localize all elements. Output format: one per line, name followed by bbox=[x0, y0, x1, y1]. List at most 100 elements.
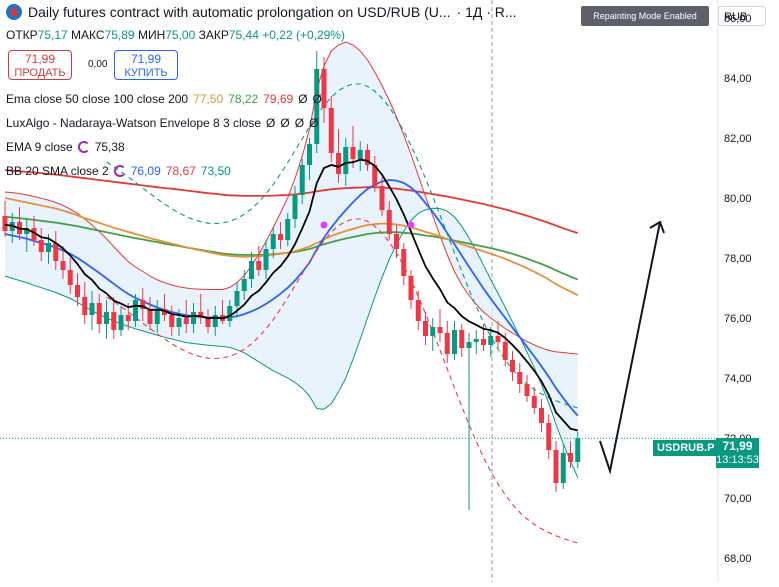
candle-body bbox=[299, 165, 305, 195]
candle-body bbox=[546, 423, 552, 450]
candle-body bbox=[75, 285, 80, 297]
candle-body bbox=[307, 144, 312, 165]
candle-body bbox=[249, 261, 254, 279]
candle-body bbox=[415, 300, 421, 321]
candle-body bbox=[176, 318, 182, 327]
candle-body bbox=[350, 147, 356, 159]
interval-label[interactable]: · 1Д · R... bbox=[456, 4, 517, 20]
candle-body bbox=[386, 210, 392, 234]
candle-body bbox=[133, 300, 138, 321]
candle-body bbox=[459, 330, 465, 348]
price-tick-label: 80,00 bbox=[724, 193, 752, 205]
candle-body bbox=[169, 315, 175, 327]
indicator-nadaraya-watson[interactable]: LuxAlgo - Nadaraya-Watson Envelope 8 3 c… bbox=[6, 116, 319, 130]
candle-body bbox=[502, 342, 508, 360]
candle-body bbox=[488, 336, 494, 345]
symbol-price-label: USDRUB.P bbox=[653, 440, 719, 456]
nw-lower-line bbox=[106, 218, 578, 544]
indicator-ema9[interactable]: EMA 9 close 75,38 bbox=[6, 140, 125, 154]
cross-marker bbox=[320, 221, 328, 229]
repaint-badge: Repainting Mode Enabled bbox=[581, 6, 709, 26]
candle-body bbox=[191, 312, 196, 324]
price-tick-label: 68,00 bbox=[724, 553, 752, 565]
candle-body bbox=[379, 186, 385, 210]
candle-body bbox=[553, 450, 559, 483]
bb-basis-line bbox=[4, 179, 579, 417]
price-tick-label: 70,00 bbox=[724, 493, 752, 505]
price-tick-label: 84,00 bbox=[724, 73, 752, 85]
indicator-ema-multi[interactable]: Ema close 50 close 100 close 200 77,50 7… bbox=[6, 92, 322, 106]
loading-icon bbox=[113, 165, 126, 177]
loading-icon bbox=[77, 141, 90, 153]
candle-body bbox=[408, 276, 414, 300]
candle-body bbox=[154, 309, 160, 324]
candle-body bbox=[234, 291, 240, 306]
symbol-title[interactable]: Daily futures contract with automatic pr… bbox=[28, 4, 451, 20]
candle-body bbox=[336, 153, 341, 174]
candle-body bbox=[560, 453, 566, 483]
candle-body bbox=[531, 396, 537, 408]
candle-body bbox=[423, 321, 428, 336]
candle-body bbox=[67, 270, 73, 285]
candle-body bbox=[111, 312, 117, 330]
candle-body bbox=[365, 150, 370, 165]
candle-body bbox=[104, 312, 109, 324]
candle-body bbox=[372, 165, 378, 186]
candle-body bbox=[270, 234, 276, 249]
nw-upper-line bbox=[106, 83, 578, 409]
candle-body bbox=[394, 234, 399, 249]
candle-body bbox=[227, 306, 233, 321]
candle-body bbox=[256, 261, 262, 270]
candle-body bbox=[31, 228, 37, 240]
bollinger-fill bbox=[5, 42, 578, 478]
candle-body bbox=[38, 240, 44, 252]
candle-body bbox=[321, 69, 327, 108]
candle-body bbox=[575, 438, 581, 462]
price-tick-label: 76,00 bbox=[724, 313, 752, 325]
buy-button[interactable]: 71,99 КУПИТЬ bbox=[114, 50, 178, 80]
candle-body bbox=[89, 303, 95, 315]
candle-body bbox=[46, 243, 51, 252]
sell-button[interactable]: 71,99 ПРОДАТЬ bbox=[8, 50, 72, 80]
candle-body bbox=[401, 249, 407, 276]
candle-body bbox=[125, 315, 131, 321]
candle-body bbox=[82, 297, 88, 315]
price-tick-label: 74,00 bbox=[724, 373, 752, 385]
candle-body bbox=[473, 339, 479, 342]
price-tick-label: 82,00 bbox=[724, 133, 752, 145]
candle-body bbox=[183, 318, 189, 324]
candle-body bbox=[212, 315, 218, 327]
candle-body bbox=[53, 243, 59, 261]
last-price-tag: 71,99 13:13:53 bbox=[716, 438, 759, 468]
ema9-line bbox=[4, 158, 579, 432]
indicator-bollinger[interactable]: BB 20 SMA close 2 76,09 78,67 73,50 bbox=[6, 164, 231, 178]
candle-body bbox=[241, 279, 247, 291]
spread-value: 0,00 bbox=[88, 59, 108, 70]
candle-body bbox=[517, 372, 523, 384]
candle-body bbox=[2, 216, 8, 231]
projection-arrow bbox=[599, 221, 661, 475]
candle-body bbox=[328, 108, 334, 153]
candle-body bbox=[444, 333, 450, 354]
candle-body bbox=[495, 336, 501, 342]
candle-body bbox=[452, 330, 457, 354]
candle-body bbox=[430, 327, 436, 336]
candle-body bbox=[481, 339, 486, 345]
candle-body bbox=[568, 453, 573, 462]
candle-body bbox=[343, 147, 349, 174]
candle-body bbox=[60, 261, 66, 270]
candle-body bbox=[118, 315, 124, 330]
candle-body bbox=[96, 303, 102, 324]
candle-body bbox=[314, 69, 320, 144]
cross-marker bbox=[407, 221, 415, 229]
candle-body bbox=[539, 408, 544, 423]
candle-body bbox=[437, 327, 443, 333]
arrow-head bbox=[649, 220, 665, 234]
candle-body bbox=[198, 312, 204, 318]
candle-body bbox=[510, 360, 515, 372]
price-tick-label: 78,00 bbox=[724, 253, 752, 265]
candle-body bbox=[140, 300, 146, 309]
currency-select[interactable]: RUB bbox=[718, 6, 766, 26]
